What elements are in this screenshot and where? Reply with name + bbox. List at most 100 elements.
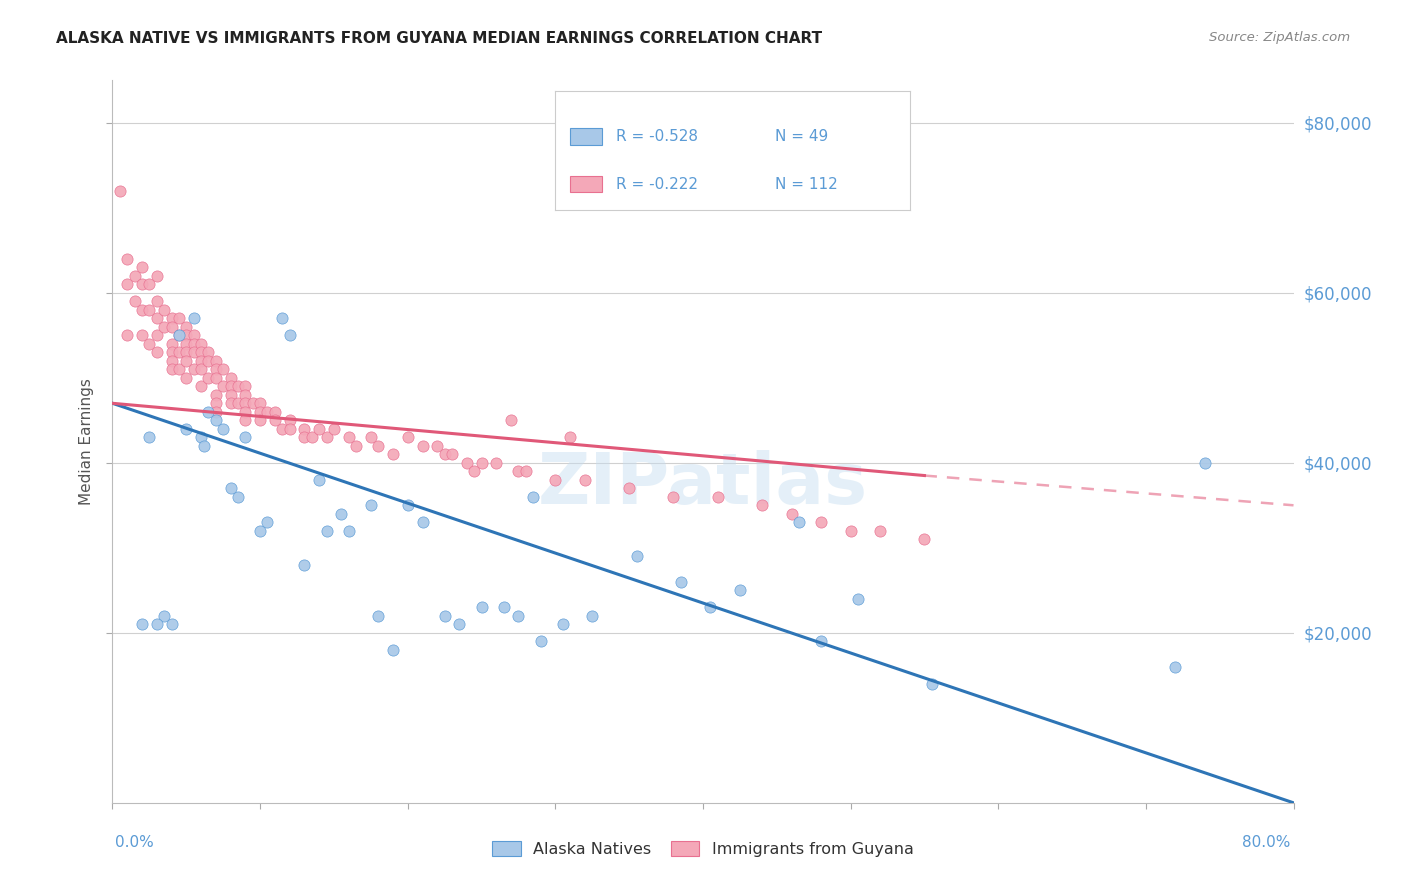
Point (256, 405, 278, 419)
Point (197, 353, 219, 368)
Point (249, 413, 271, 427)
Point (233, 396, 256, 410)
Point (193, 439, 215, 453)
Point (470, 456, 494, 470)
Point (249, 524, 271, 538)
Point (780, 507, 803, 521)
Point (522, 490, 544, 504)
Point (226, 490, 249, 504)
Point (124, 294, 146, 309)
Point (382, 642, 405, 657)
Point (146, 294, 169, 309)
Point (330, 507, 353, 521)
Point (138, 302, 160, 317)
Point (810, 634, 832, 648)
Text: 0.0%: 0.0% (115, 836, 155, 850)
Point (174, 319, 197, 334)
Point (160, 617, 183, 632)
Point (515, 464, 537, 478)
Point (411, 439, 433, 453)
Point (264, 405, 287, 419)
Point (278, 422, 301, 436)
Point (160, 362, 183, 376)
Point (337, 430, 360, 444)
Point (337, 524, 360, 538)
Point (160, 319, 183, 334)
Point (264, 413, 287, 427)
Point (233, 379, 256, 393)
Point (117, 252, 138, 266)
Point (699, 600, 721, 615)
Point (619, 481, 641, 495)
Point (205, 388, 228, 402)
Point (278, 413, 301, 427)
Point (160, 345, 183, 359)
Point (529, 634, 551, 648)
Point (470, 600, 494, 615)
Point (787, 516, 810, 530)
Point (183, 328, 205, 343)
Point (810, 516, 832, 530)
Point (396, 430, 419, 444)
Point (249, 396, 271, 410)
Point (344, 439, 367, 453)
Point (308, 473, 330, 487)
Point (1164, 660, 1187, 674)
Point (183, 345, 205, 359)
Point (662, 490, 685, 504)
Point (190, 353, 212, 368)
Point (360, 430, 382, 444)
Point (551, 617, 574, 632)
Point (174, 345, 197, 359)
Point (323, 422, 346, 436)
Point (315, 524, 337, 538)
Point (456, 456, 478, 470)
Text: 80.0%: 80.0% (1243, 836, 1291, 850)
Point (146, 328, 169, 343)
Point (167, 328, 190, 343)
Point (751, 498, 773, 512)
Point (205, 353, 228, 368)
Point (138, 277, 160, 292)
Point (581, 608, 603, 623)
Point (249, 405, 271, 419)
Point (205, 405, 228, 419)
Point (167, 345, 190, 359)
Point (382, 447, 405, 461)
Point (278, 328, 301, 343)
Text: Source: ZipAtlas.com: Source: ZipAtlas.com (1209, 31, 1350, 45)
Point (160, 311, 183, 326)
Point (160, 353, 183, 368)
Point (131, 260, 153, 275)
Point (226, 379, 249, 393)
Point (146, 617, 169, 632)
Y-axis label: Median Earnings: Median Earnings (79, 378, 94, 505)
Text: ALASKA NATIVE VS IMMIGRANTS FROM GUYANA MEDIAN EARNINGS CORRELATION CHART: ALASKA NATIVE VS IMMIGRANTS FROM GUYANA … (56, 31, 823, 46)
Point (669, 574, 692, 589)
Point (197, 345, 219, 359)
Point (301, 430, 323, 444)
Point (205, 371, 228, 385)
Point (219, 388, 242, 402)
Point (146, 345, 169, 359)
Point (233, 413, 256, 427)
Point (219, 379, 242, 393)
Point (869, 524, 891, 538)
Point (167, 328, 190, 343)
Point (153, 319, 176, 334)
Point (190, 362, 212, 376)
Point (205, 362, 228, 376)
Point (367, 439, 389, 453)
Point (131, 277, 153, 292)
Point (131, 302, 153, 317)
Point (212, 422, 235, 436)
Point (426, 439, 449, 453)
Point (728, 583, 751, 598)
Point (212, 362, 235, 376)
Point (501, 413, 523, 427)
Point (508, 608, 530, 623)
Point (153, 608, 176, 623)
Point (108, 184, 131, 198)
Point (433, 608, 456, 623)
Point (160, 336, 183, 351)
